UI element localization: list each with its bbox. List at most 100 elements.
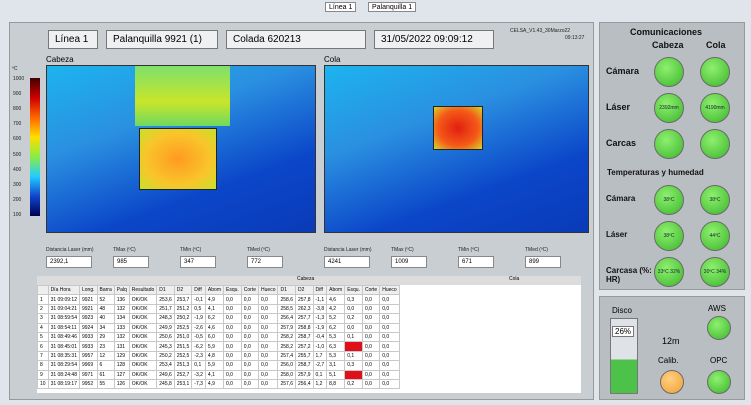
camera-title: Cabeza [46, 55, 74, 64]
table-cell: 61 [96, 369, 115, 380]
table-cell: 9 [37, 369, 49, 380]
colorbar-unit: ºC [12, 66, 18, 72]
panel-title: Comunicaciones [630, 27, 703, 37]
table-cell: 134 [113, 313, 130, 324]
measure-value: 899 [525, 256, 561, 268]
table-cell: -1,3 [312, 313, 328, 324]
table-cell: 0,0 [240, 313, 260, 324]
status-led: 33ºC 32% [654, 257, 684, 287]
table-header: Día Hora Long. Barra Palq Resultado D1 D2 Diff A… [37, 285, 400, 296]
calib-led[interactable] [660, 370, 684, 394]
table-cell: 0,0 [258, 350, 279, 362]
table-cell: 9933 [78, 341, 98, 352]
table-cell: OK/OK [128, 350, 158, 362]
table-cell: 257,9 [277, 322, 296, 333]
heat-zone [135, 66, 230, 126]
table-cell: 0,0 [344, 322, 363, 333]
alert-cell [344, 369, 363, 380]
table-cell: -3,2 [191, 369, 206, 380]
header-cell: Esqu. [222, 285, 242, 296]
table-cell: 253,7 [173, 294, 193, 305]
table-cell: 0,3 [344, 294, 363, 305]
colorbar-tick: 100 [13, 212, 22, 218]
table-cell: 258,7 [294, 360, 314, 371]
table-cell: 0,0 [222, 350, 242, 362]
table-cell: 0,0 [222, 294, 242, 305]
table-cell: 9969 [78, 360, 98, 371]
colorbar-tick: 700 [13, 121, 22, 128]
table-cell: 252,5 [173, 350, 193, 362]
table-row: 9 31 08:24:48 9971 61 127 OK/OK 249,6 252,7 -3,2… [37, 369, 400, 380]
table-cell: 0,0 [222, 313, 242, 324]
header-cell: Esqu. [344, 285, 363, 296]
table-cell: 40 [96, 313, 115, 324]
table-cell: 257,9 [294, 369, 314, 380]
table-cell: 0,0 [240, 331, 260, 343]
table-cell: 0,0 [361, 313, 381, 324]
opc-led [707, 370, 731, 394]
colorbar-tick: 500 [13, 151, 22, 158]
table-cell: -7,3 [191, 378, 206, 390]
table-cell: 250,6 [156, 331, 175, 343]
status-led [654, 129, 684, 159]
table-cell: -0,5 [191, 331, 206, 343]
measure-value: 4241 [324, 256, 370, 268]
colorbar-tick: 200 [13, 196, 22, 203]
table-cell: 5,9 [204, 360, 224, 371]
measure-value: 1009 [391, 256, 427, 268]
table-cell: 0,0 [222, 378, 242, 390]
table-cell: 252,5 [173, 322, 193, 333]
table-cell: 4,1 [204, 303, 224, 315]
line-selector[interactable]: Línea 1 [325, 2, 357, 12]
header-cell: Diff [191, 285, 206, 296]
panel-title: Temperaturas y humedad [607, 168, 704, 177]
table-cell: 0,0 [361, 350, 381, 362]
table-cell: 0,0 [258, 341, 279, 352]
status-led: 38ºC [654, 185, 684, 215]
table-cell: 0,0 [258, 331, 279, 343]
table-cell: 0,0 [258, 313, 279, 324]
aws-led [707, 316, 731, 340]
table-cell: 0,0 [240, 378, 260, 390]
table-cell: OK/OK [128, 341, 158, 352]
status-led: 2392mm [654, 93, 684, 123]
table-cell: 31 08:24:48 [47, 369, 80, 380]
billet-selector[interactable]: Palanquilla 1 [368, 2, 417, 12]
measure-label: TMin (ºC) [458, 247, 480, 253]
table-cell: -0,1 [191, 294, 206, 305]
table-cell: 0,5 [191, 303, 206, 315]
table-cell: 0,0 [344, 303, 363, 315]
table-cell: 0,0 [379, 331, 400, 343]
status-led: 38ºC [700, 185, 730, 215]
version: CELSA_V1.43_30Marzo22 [510, 28, 571, 34]
measure-label: TMin (ºC) [180, 247, 202, 253]
table-cell: 5 [37, 331, 49, 343]
table-cell: 126 [113, 378, 130, 390]
colorbar-tick: 300 [13, 181, 22, 188]
table-cell: 0,0 [379, 341, 400, 352]
table-cell: 258,2 [277, 331, 296, 343]
table-cell: 248,3 [156, 313, 175, 324]
table-cell: 5,1 [326, 369, 346, 380]
table-cell: 251,3 [173, 360, 193, 371]
table-cell: 245,8 [156, 378, 175, 390]
table-cell: 0,0 [379, 303, 400, 315]
table-row: 7 31 08:35:31 9957 12 129 OK/OK 250,2 252,5 -2,3… [37, 350, 400, 362]
table-cell: 0,2 [344, 313, 363, 324]
table-cell: 9971 [78, 369, 98, 380]
table-cell: 253,4 [156, 360, 175, 371]
table-cell: 133 [113, 322, 130, 333]
table-cell: 250,2 [156, 350, 175, 362]
table-group-row: Cabeza Cola [37, 276, 581, 285]
table-cell: 0,0 [361, 378, 381, 390]
camera-image [46, 65, 316, 233]
table-cell: 0,0 [222, 322, 242, 333]
header-cell: Corte [240, 285, 260, 296]
status-led: 30ºC 34% [700, 257, 730, 287]
table-cell: 0,0 [379, 322, 400, 333]
table-cell: -2,6 [191, 322, 206, 333]
colorbar-tick: 600 [13, 136, 22, 143]
table-cell: OK/OK [128, 360, 158, 371]
table-cell: -1,0 [312, 341, 328, 352]
